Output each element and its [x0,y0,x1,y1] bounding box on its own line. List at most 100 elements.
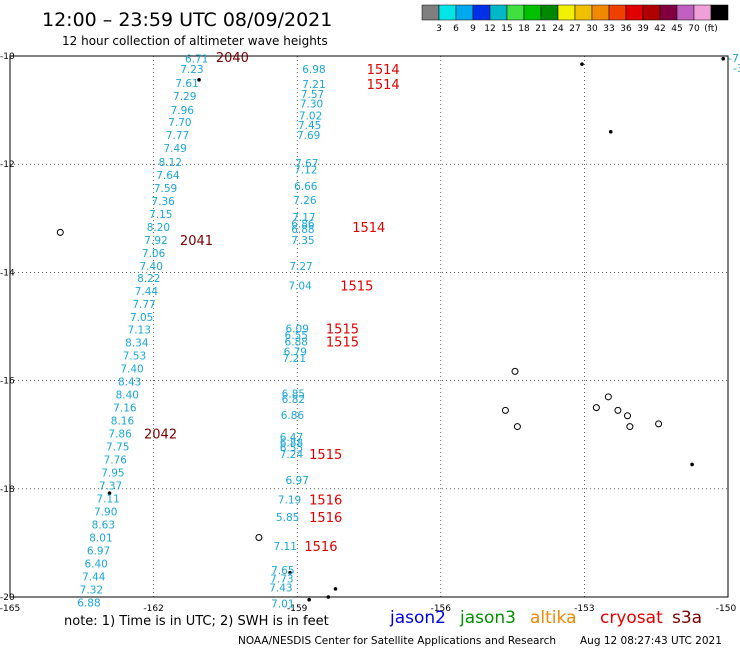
island-dot [307,597,311,602]
pass-time-label: 1516 [304,540,337,555]
lon-tick-label: -153 [574,604,594,614]
swh-value: 7.23 [180,64,203,76]
lon-tick-label: -159 [287,604,308,614]
colorbar-swatch [574,4,593,21]
swh-value: 6.55 [280,443,303,455]
swh-value: 7.92 [144,235,167,247]
colorbar-label: 9 [470,24,476,34]
island-outline [655,420,663,428]
colorbar-swatch [608,4,627,21]
island-dot [326,595,331,599]
swh-value: 7.19 [278,495,301,507]
colorbar-swatch [540,4,559,21]
colorbar-swatch [421,4,440,21]
satellite-legend: jason2 jason3 altika cryosat s3a [389,608,702,628]
pass-time-label: 2040 [216,51,249,66]
swh-value: 7.43 [269,582,292,594]
island-outline [255,533,263,541]
swh-value: 6.97 [87,545,110,557]
colorbar-swatch [438,4,457,21]
swh-value: 7.37 [99,481,122,493]
lon-tick-label: -156 [431,604,452,614]
legend-jason3: jason3 [459,608,516,628]
colorbar-swatch [506,4,525,21]
axis-labels: -10 -12 -14 -16 -18 -20-165 -162 -159 -156 -153 -1… [0,52,736,614]
swh-value: 6.86 [291,219,315,231]
colorbar-swatch [591,4,610,21]
pass-time-label: 1515 [309,448,342,463]
island-outline [511,367,519,375]
swh-value: 8.16 [111,416,135,428]
swh-value: 7.61 [175,78,198,90]
colorbar-swatch [472,4,491,21]
swh-value: 7.75 [106,442,129,454]
island-dot [333,587,338,591]
lat-tick-label: -16 [0,377,15,387]
swh-value: 7.45 [298,120,321,132]
lat-tick-label: -18 [0,485,15,495]
swh-value: 7.86 [108,429,132,441]
swh-value: 6.85 [282,389,305,401]
swh-value: 6.88 [280,437,303,449]
map-subtitle: 12 hour collection of altimeter wave hei… [62,34,328,48]
swh-value: 7.40 [140,261,163,273]
island-dot [107,491,112,495]
swh-value: 7.57 [301,89,324,101]
island-dot [690,462,694,467]
swh-value: 6.86 [281,410,305,422]
swh-value: 7.21 [302,79,325,91]
swh-value: 6.88 [77,597,100,609]
swh-value: 7.02 [299,111,322,123]
footer-timestamp: Aug 12 08:27:43 UTC 2021 [580,635,722,647]
swh-value: 7.70 [168,117,191,129]
island-outline [513,423,521,431]
island-dot [721,56,726,61]
swh-value: 8.12 [159,157,182,169]
legend-cryosat: cryosat [600,608,663,628]
swh-value: 6.40 [84,558,107,570]
swh-value: 7.01 [271,598,294,610]
island-outline [623,412,631,420]
swh-value: 8.34 [125,338,149,350]
pass-time-label: 1515 [326,323,359,338]
pass-time-label: 1514 [352,221,385,236]
swh-value: 7.76 [104,455,128,467]
swh-colorbar: 3 6 9 12 15 18 21 24 27 30 33 36 39 42 45 70 (ft) [421,4,729,34]
swh-value: 7.64 [156,170,180,182]
colorbar-label: 30 [586,24,598,34]
map-frame [9,55,729,598]
swh-value: 7.04 [288,280,312,292]
colorbar-label: 36 [620,24,632,34]
island-outline [614,406,622,414]
swh-value: 7.44 [135,286,159,298]
swh-value: 8.43 [118,377,141,389]
swh-value: 8.20 [147,222,170,234]
pass-time-label: 1516 [309,494,342,509]
swh-value: 7.77 [166,130,189,142]
swh-value: 6.66 [294,181,318,193]
swh-value: 7.53 [123,351,146,363]
pass-time-label: 1515 [340,279,373,294]
swh-value: 6.09 [286,324,309,336]
swh-value: 6.97 [286,475,309,487]
island-dot [288,570,292,575]
swh-value: 7.95 [101,468,124,480]
swh-value: 7.13 [128,325,151,337]
swh-value: 7.69 [297,130,320,142]
colorbar-label: 42 [654,24,665,34]
swh-value: 7.17 [292,212,315,224]
swh-value: 7.27 [289,261,312,273]
island-dot [580,62,584,66]
colorbar-label: 15 [501,24,512,34]
swh-value: 7.16 [113,403,137,415]
lat-tick-label: -20 [0,593,15,603]
swh-value: 6.71 [185,54,208,66]
colorbar-label: 45 [671,24,682,34]
colorbar-swatch [557,4,576,21]
colorbar-swatch [489,4,508,21]
colorbar-label: 39 [637,24,649,34]
swh-value: 7.15 [149,209,172,221]
swh-value: 7.35 [291,235,314,247]
island-outlines [56,56,726,602]
swh-value: 7.29 [173,91,196,103]
